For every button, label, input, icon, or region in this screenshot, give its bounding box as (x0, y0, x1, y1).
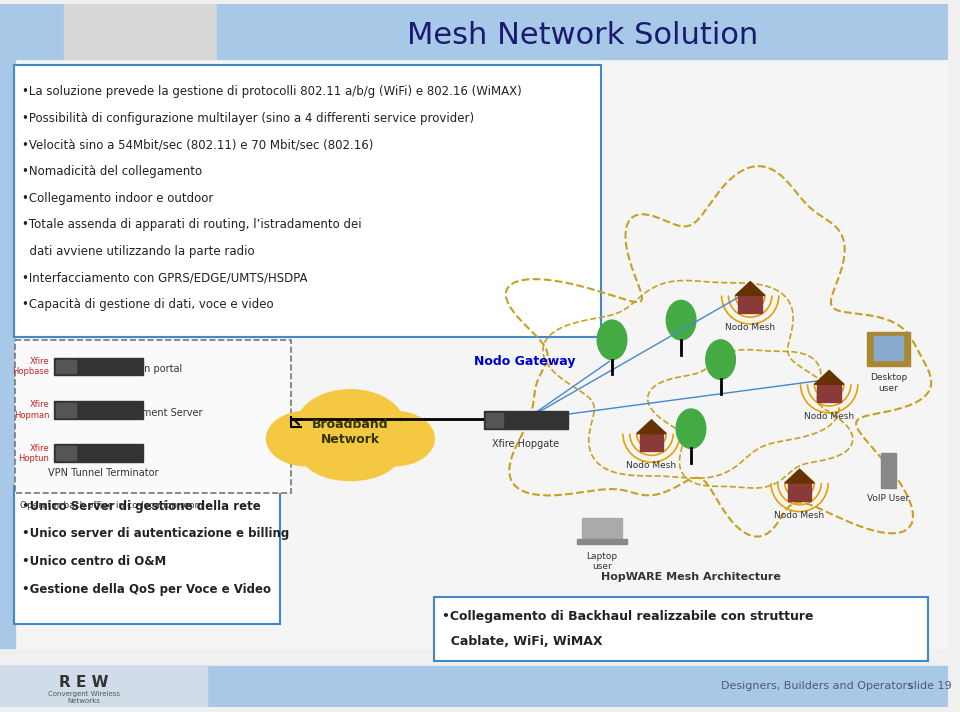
Text: Nodo Gateway: Nodo Gateway (474, 355, 576, 368)
Bar (817, 384, 841, 402)
Bar (64, 4, 217, 58)
Ellipse shape (706, 340, 735, 379)
Polygon shape (636, 420, 666, 434)
Text: Designers, Builders and Operators: Designers, Builders and Operators (721, 681, 912, 691)
Text: Nodo Mesh: Nodo Mesh (627, 461, 677, 471)
Text: Xfire
Hopbase: Xfire Hopbase (12, 357, 49, 376)
Text: slide 19: slide 19 (908, 681, 951, 691)
FancyBboxPatch shape (13, 486, 280, 624)
Text: •Gestione della QoS per Voce e Video: •Gestione della QoS per Voce e Video (22, 582, 271, 596)
Bar (867, 332, 910, 365)
Text: •La soluzione prevede la gestione di protocolli 802.11 a/b/g (WiFi) e 802.16 (Wi: •La soluzione prevede la gestione di pro… (22, 85, 521, 98)
Text: dati avviene utilizzando la parte radio: dati avviene utilizzando la parte radio (22, 245, 254, 258)
Text: •Collegamento di Backhaul realizzabile con strutture: •Collegamento di Backhaul realizzabile c… (443, 610, 814, 623)
Polygon shape (784, 469, 814, 483)
Text: Broadband
Network: Broadband Network (312, 418, 389, 446)
Text: Xfire
Hopman: Xfire Hopman (13, 400, 49, 419)
Text: •Velocità sino a 54Mbit/sec (802.11) e 70 Mbit/sec (802.16): •Velocità sino a 54Mbit/sec (802.11) e 7… (22, 139, 373, 152)
Text: •Possibilità di configurazione multilayer (sino a 4 differenti service provider): •Possibilità di configurazione multilaye… (22, 112, 474, 125)
FancyBboxPatch shape (13, 66, 601, 337)
Bar (57, 446, 76, 460)
Text: Operator back office in co-location room: Operator back office in co-location room (20, 501, 203, 510)
Text: •Interfacciamento con GPRS/EDGE/UMTS/HSDPA: •Interfacciamento con GPRS/EDGE/UMTS/HSD… (22, 272, 307, 285)
Text: •Collegamento indoor e outdoor: •Collegamento indoor e outdoor (22, 192, 213, 205)
Bar (55, 357, 143, 375)
Text: Xfire
Hoptun: Xfire Hoptun (18, 444, 49, 463)
Ellipse shape (301, 426, 399, 481)
Bar (738, 295, 762, 313)
Bar (55, 401, 143, 419)
Text: Laptop
user: Laptop user (587, 552, 617, 572)
Text: •Nomadicità del collegamento: •Nomadicità del collegamento (22, 165, 202, 178)
Text: HopWARE Mesh Architecture: HopWARE Mesh Architecture (601, 572, 780, 582)
Text: Mesh Network Solution: Mesh Network Solution (407, 21, 758, 51)
Text: Xfire Hopgate: Xfire Hopgate (492, 439, 559, 449)
Text: •Unico centro di O&M: •Unico centro di O&M (22, 555, 166, 568)
Ellipse shape (267, 412, 346, 466)
Bar (788, 483, 811, 501)
Bar (583, 518, 622, 539)
Text: •Totale assenda di apparati di routing, l’istradamento dei: •Totale assenda di apparati di routing, … (22, 219, 361, 231)
Polygon shape (814, 370, 844, 384)
Ellipse shape (676, 409, 706, 449)
Bar (880, 454, 897, 488)
Text: R E W: R E W (60, 676, 108, 691)
Text: •Unico server di autenticazione e billing: •Unico server di autenticazione e billin… (22, 528, 289, 540)
Text: Desktop
user: Desktop user (870, 373, 907, 393)
Bar (0, 666, 207, 707)
Bar (578, 539, 627, 544)
Text: Convergent Wireless
Networks: Convergent Wireless Networks (48, 691, 120, 704)
FancyBboxPatch shape (434, 597, 928, 661)
Text: Management Server: Management Server (104, 408, 203, 418)
Ellipse shape (666, 300, 696, 340)
Bar (874, 336, 903, 360)
Polygon shape (735, 282, 765, 295)
Bar (0, 666, 948, 707)
Text: VoIP User: VoIP User (867, 494, 909, 503)
Text: Login portal: Login portal (124, 365, 182, 375)
Ellipse shape (355, 412, 434, 466)
Bar (57, 403, 76, 417)
Bar (0, 58, 14, 648)
Bar (0, 666, 14, 707)
Bar (57, 360, 76, 373)
Bar (0, 58, 948, 648)
Bar (486, 413, 503, 426)
FancyBboxPatch shape (14, 340, 291, 493)
Text: VPN Tunnel Terminator: VPN Tunnel Terminator (48, 468, 159, 478)
Text: •Unico Server di gestione della rete: •Unico Server di gestione della rete (22, 500, 260, 513)
Bar (217, 4, 948, 58)
Bar (0, 4, 64, 58)
Bar (484, 411, 567, 429)
Ellipse shape (296, 389, 405, 464)
Text: Nodo Mesh: Nodo Mesh (775, 511, 825, 520)
Text: Nodo Mesh: Nodo Mesh (804, 412, 854, 421)
Ellipse shape (597, 320, 627, 360)
Text: Nodo Mesh: Nodo Mesh (725, 323, 776, 332)
Text: Cablate, WiFi, WiMAX: Cablate, WiFi, WiMAX (443, 635, 603, 648)
Text: •Capacità di gestione di dati, voce e video: •Capacità di gestione di dati, voce e vi… (22, 298, 274, 311)
Bar (55, 444, 143, 462)
Bar (639, 434, 663, 451)
